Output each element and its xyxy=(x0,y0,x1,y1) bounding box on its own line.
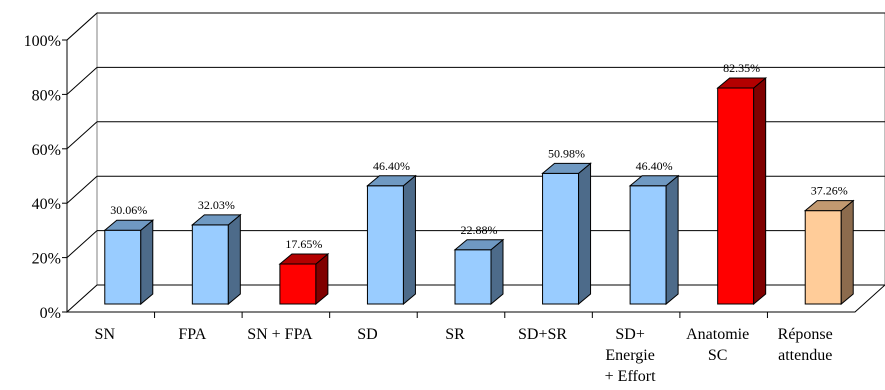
value-label: 22.88% xyxy=(461,223,498,237)
y-axis-ticks: 0% 20% 40% 60% 80% 100% xyxy=(24,33,67,322)
y-tick-label: 100% xyxy=(24,33,61,50)
x-tick-label: Réponse xyxy=(778,326,833,343)
bar-top xyxy=(278,253,330,265)
bar-front xyxy=(629,185,667,305)
value-labels: 30.06% 32.03% 17.65% 46.40% 22.88% 50.98% 46.4… xyxy=(110,61,847,251)
value-label: 30.06% xyxy=(110,203,147,217)
bar-front xyxy=(454,249,492,305)
y-tick-label: 0% xyxy=(40,305,61,322)
bar-top xyxy=(453,239,505,251)
value-label: 46.40% xyxy=(373,159,410,173)
value-label: 46.40% xyxy=(636,159,673,173)
value-label: 17.65% xyxy=(285,237,322,251)
gridline-diagonal xyxy=(66,12,98,41)
bar-side xyxy=(578,162,592,306)
x-tick-label: attendue xyxy=(778,347,832,364)
value-label: 50.98% xyxy=(548,146,585,160)
value-label: 82.35% xyxy=(723,61,760,75)
bar xyxy=(190,213,242,306)
bar-side xyxy=(665,174,679,306)
y-tick-label: 80% xyxy=(32,87,61,104)
x-axis-labels: SN FPA SN + FPA SD SR SD+SR SD+ Energie + Effort… xyxy=(95,312,833,385)
bar-top xyxy=(103,219,155,231)
bar-side xyxy=(402,174,416,306)
bar xyxy=(278,252,330,306)
x-tick-label: Anatomie xyxy=(686,326,749,343)
bar xyxy=(716,76,768,306)
x-tick-label: Energie xyxy=(605,347,654,364)
gridline-diagonal xyxy=(66,67,98,95)
bar-top xyxy=(803,200,855,212)
x-tick-label: FPA xyxy=(178,326,206,343)
x-tick-label: + Effort xyxy=(605,368,656,385)
bar-side xyxy=(753,76,767,306)
x-tick-label: SN + FPA xyxy=(247,326,313,343)
x-tick-label: SC xyxy=(708,347,728,364)
bar-side xyxy=(227,213,241,306)
gridline-diagonal xyxy=(66,230,98,258)
x-tick-label: SN xyxy=(95,326,116,343)
x-tick-label: SD xyxy=(357,326,377,343)
bar-top xyxy=(628,175,680,187)
y-tick-label: 20% xyxy=(32,251,61,268)
bar-front xyxy=(104,229,142,305)
x-tick-label: SD+ xyxy=(615,326,644,343)
bar-front xyxy=(542,172,580,305)
bar xyxy=(541,162,592,306)
bar-front xyxy=(191,224,229,305)
bar-side xyxy=(140,219,154,306)
bar xyxy=(803,199,855,306)
value-label: 37.26% xyxy=(811,184,848,198)
value-label: 32.03% xyxy=(198,198,235,212)
bar-front xyxy=(804,210,842,305)
gridline-diagonal xyxy=(66,175,98,204)
bar-top xyxy=(190,214,242,226)
gridline-diagonal xyxy=(66,121,98,150)
y-tick-label: 40% xyxy=(32,196,61,213)
bar-top xyxy=(716,77,768,89)
bar-front xyxy=(366,185,404,305)
bar-side xyxy=(490,238,504,306)
bar xyxy=(628,174,680,306)
side-wall xyxy=(66,11,98,314)
bar-top xyxy=(366,175,417,187)
bar xyxy=(366,174,417,306)
bar-front xyxy=(717,87,755,305)
bar xyxy=(103,219,155,306)
x-tick-label: SD+SR xyxy=(518,326,567,343)
chart-bars xyxy=(103,76,855,306)
bar xyxy=(453,238,505,306)
x-tick-label: SR xyxy=(445,326,465,343)
y-tick-label: 60% xyxy=(32,142,61,159)
bar-front xyxy=(279,263,317,305)
bar-top xyxy=(541,162,592,174)
bar-side xyxy=(840,199,854,306)
